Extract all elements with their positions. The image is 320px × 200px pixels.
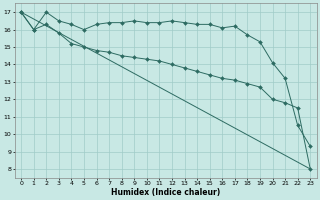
X-axis label: Humidex (Indice chaleur): Humidex (Indice chaleur)	[111, 188, 220, 197]
